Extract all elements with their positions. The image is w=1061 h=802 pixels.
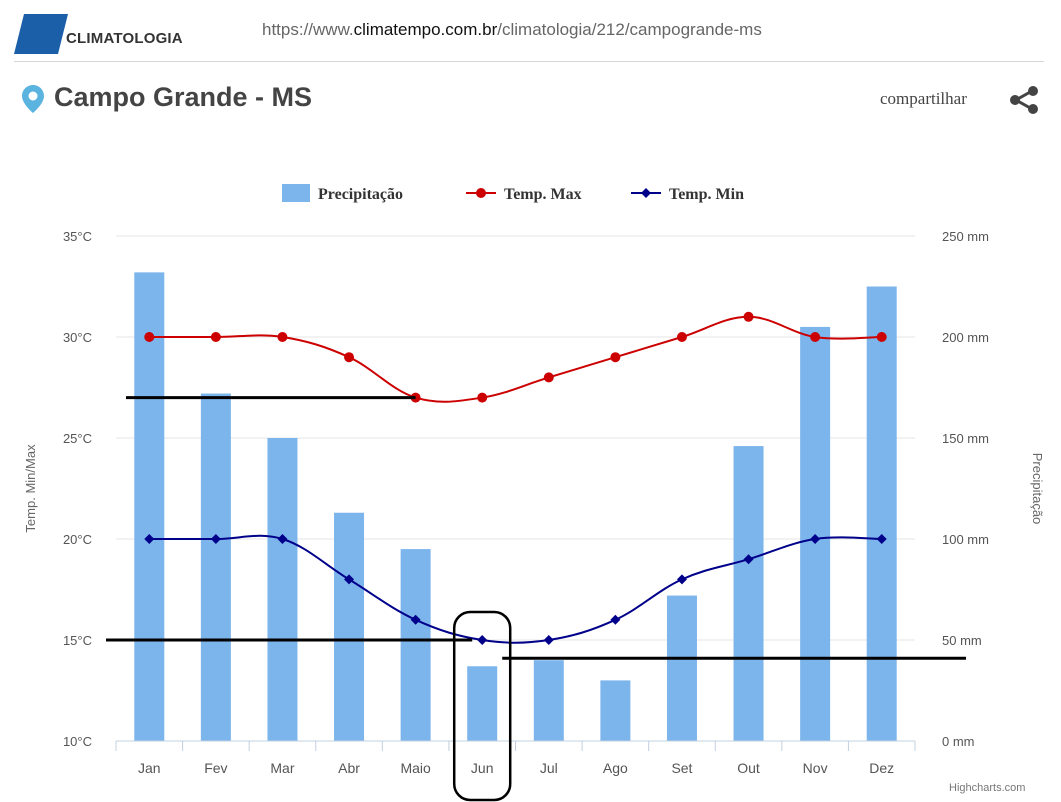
x-tick-label: Out (737, 760, 760, 776)
temp-min-point (876, 534, 887, 544)
x-tick-label: Jul (540, 760, 558, 776)
url-path: /climatologia/212/campogrande-ms (497, 20, 762, 39)
temp-max-line (149, 315, 882, 403)
brand-label: CLIMATOLOGIA (66, 30, 183, 47)
temp-max-point (676, 332, 687, 342)
x-tick-label: Ago (603, 760, 628, 776)
temp-min-point (344, 574, 355, 585)
temp-max-point (876, 332, 887, 342)
precipitation-bar (467, 666, 498, 741)
highcharts-credit[interactable]: Highcharts.com (949, 782, 1026, 794)
x-tick-label: Maio (400, 760, 431, 776)
precipitation-bar (600, 680, 631, 741)
precipitation-bar (866, 286, 897, 741)
x-tick-label: Fev (204, 760, 227, 776)
y-right-tick-label: 250 mm (942, 229, 989, 244)
temp-min-point (810, 534, 821, 544)
temp-max-point (210, 332, 221, 342)
y-left-tick-label: 20°C (63, 532, 92, 547)
annotation-highlight-box (452, 610, 512, 802)
x-tick-label: Jan (138, 760, 161, 776)
page-url[interactable]: https://www.climatempo.com.br/climatolog… (262, 20, 762, 40)
precipitation-bar (733, 446, 764, 741)
precipitation-bar (400, 549, 431, 741)
y-left-tick-label: 10°C (63, 734, 92, 749)
x-tick-label: Dez (869, 760, 894, 776)
legend-symbol-marker (476, 188, 486, 198)
legend-label: Precipitação (318, 186, 403, 203)
x-tick-label: Jun (471, 760, 494, 776)
x-tick-label: Nov (803, 760, 828, 776)
y-right-tick-label: 0 mm (942, 734, 975, 749)
legend-symbol-marker (641, 188, 651, 198)
temp-min-point (477, 635, 488, 645)
page-title: Campo Grande - MS (54, 82, 313, 112)
precipitation-bar (267, 438, 298, 741)
temp-min-point (410, 614, 421, 625)
precipitation-bar (134, 272, 165, 741)
temp-min-line (149, 534, 882, 644)
y-left-tick-label: 30°C (63, 330, 92, 345)
legend-item[interactable]: Precipitação (282, 184, 403, 203)
share-icon (1010, 86, 1038, 114)
precipitation-bar (666, 595, 697, 741)
temp-min-point (210, 534, 221, 544)
url-prefix: https://www. (262, 20, 354, 39)
legend-item[interactable]: Temp. Max (466, 186, 582, 203)
header-divider (14, 61, 1044, 62)
climate-chart: 10°C 15°C 20°C 25°C 30°C 35°C 0 mm 50 mm 100 mm 1… (23, 184, 1045, 802)
temp-max-point (543, 372, 554, 383)
legend-symbol-bar (282, 184, 310, 202)
y-left-tick-label: 35°C (63, 229, 92, 244)
temp-min-point (743, 554, 754, 565)
precipitation-bar (334, 512, 365, 741)
x-tick-label: Set (671, 760, 692, 776)
temp-max-point (344, 352, 355, 363)
top-bar: CLIMATOLOGIA https://www.climatempo.com.… (0, 0, 1061, 62)
temp-max-point (610, 352, 621, 363)
temp-min-point (144, 534, 155, 544)
precipitation-bar (533, 660, 564, 741)
temp-max-point (277, 332, 288, 342)
y-left-tick-label: 15°C (63, 633, 92, 648)
temp-min-point (543, 635, 554, 645)
temp-min-point (676, 574, 687, 585)
legend-label: Temp. Min (669, 186, 744, 203)
url-host: climatempo.com.br (353, 20, 498, 39)
y-right-tick-label: 100 mm (942, 532, 989, 547)
temp-max-point (810, 332, 821, 342)
y-right-tick-label: 150 mm (942, 431, 989, 446)
x-tick-label: Abr (338, 760, 360, 776)
y-left-tick-label: 25°C (63, 431, 92, 446)
y-right-tick-label: 200 mm (942, 330, 989, 345)
map-pin-icon (22, 85, 44, 113)
precipitation-bar (200, 393, 231, 741)
temp-min-point (277, 534, 288, 544)
temp-min-point (610, 614, 621, 625)
share-label: compartilhar (880, 89, 967, 108)
temp-max-point (144, 332, 155, 342)
y-left-axis-title: Temp. Min/Max (23, 444, 38, 533)
legend-label: Temp. Max (504, 186, 582, 203)
x-tick-label: Mar (270, 760, 294, 776)
y-right-tick-label: 50 mm (942, 633, 982, 648)
y-right-axis-title: Precipitação (1030, 453, 1045, 525)
brand-logo-icon (14, 14, 68, 54)
temp-max-point (477, 392, 488, 403)
legend-item[interactable]: Temp. Min (631, 186, 744, 203)
precipitation-bar (800, 326, 831, 741)
temp-max-point (743, 311, 754, 322)
